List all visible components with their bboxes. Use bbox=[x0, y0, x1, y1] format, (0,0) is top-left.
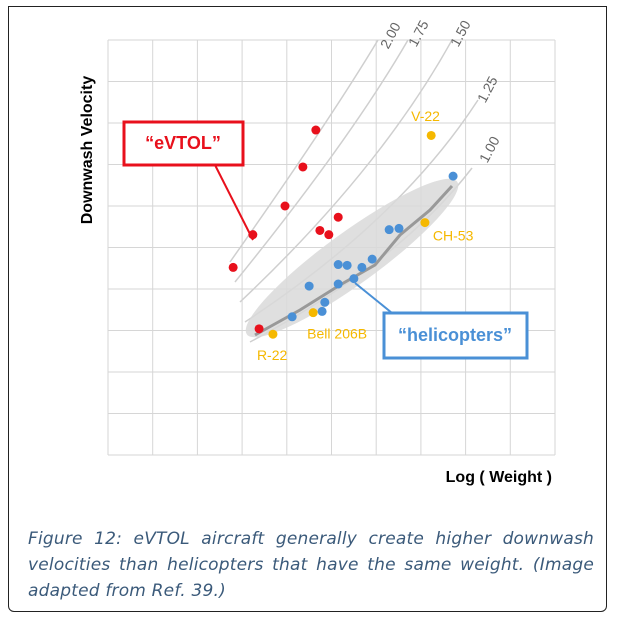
helicopters-box bbox=[382, 311, 529, 360]
point bbox=[320, 297, 330, 307]
contour bbox=[229, 40, 379, 263]
point bbox=[315, 225, 325, 235]
figure-frame bbox=[8, 6, 607, 612]
contour-label: 1.50 bbox=[447, 17, 474, 49]
point bbox=[287, 312, 297, 322]
contour bbox=[234, 40, 409, 283]
contour bbox=[239, 40, 453, 303]
point bbox=[248, 230, 258, 240]
point bbox=[349, 274, 359, 284]
evtol-callout: “eVTOL” bbox=[145, 133, 221, 153]
y-axis-label: Downwash Velocity bbox=[79, 76, 96, 225]
point bbox=[367, 254, 377, 264]
point bbox=[268, 329, 278, 339]
point bbox=[448, 171, 458, 181]
point bbox=[333, 212, 343, 222]
contour-label: 1.75 bbox=[405, 17, 432, 49]
contour-label: 1.25 bbox=[474, 73, 501, 105]
caption: Figure 12: eVTOL aircraft generally crea… bbox=[28, 529, 594, 601]
point bbox=[317, 306, 327, 316]
point bbox=[333, 279, 343, 289]
point bbox=[342, 260, 352, 270]
point bbox=[420, 218, 430, 228]
chart: 2.00 1.75 1.50 1.25 1.00 “eVTOL” “helico… bbox=[79, 17, 556, 486]
point bbox=[333, 260, 343, 270]
point bbox=[254, 324, 264, 334]
point bbox=[394, 223, 404, 233]
evtol-box bbox=[122, 120, 245, 167]
point-label: CH-53 bbox=[433, 227, 474, 243]
point bbox=[311, 125, 321, 135]
point bbox=[384, 225, 394, 235]
helicopter-band bbox=[245, 178, 459, 338]
point-label: V-22 bbox=[411, 108, 440, 124]
point bbox=[324, 230, 334, 240]
point bbox=[228, 262, 238, 272]
x-axis-label: Log ( Weight ) bbox=[446, 469, 552, 486]
callout-line bbox=[214, 164, 254, 241]
point bbox=[304, 281, 314, 291]
point bbox=[280, 201, 290, 211]
point bbox=[308, 308, 318, 318]
point-label: R-22 bbox=[257, 347, 288, 363]
trend-line bbox=[254, 184, 454, 337]
helicopters-callout: “helicopters” bbox=[398, 325, 512, 345]
callout-line bbox=[354, 282, 393, 314]
point-label: Bell 206B bbox=[307, 325, 367, 341]
point bbox=[357, 262, 367, 272]
contour-label: 1.00 bbox=[476, 133, 503, 165]
point bbox=[426, 130, 436, 140]
point bbox=[298, 162, 308, 172]
contour-label: 2.00 bbox=[377, 19, 404, 51]
